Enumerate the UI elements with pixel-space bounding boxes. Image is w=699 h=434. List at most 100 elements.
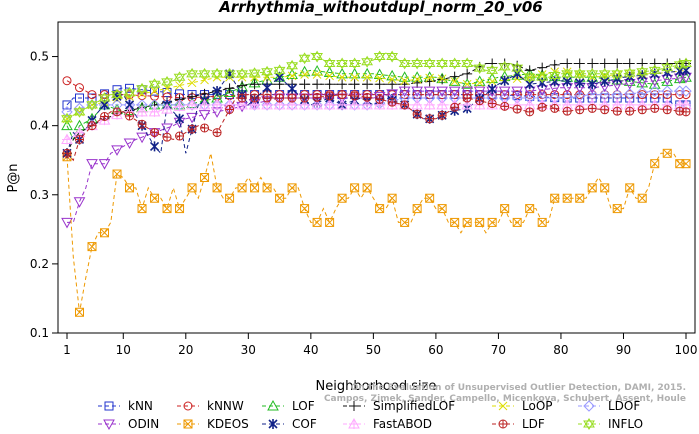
point-odin — [86, 159, 98, 170]
point-kdeos — [637, 193, 647, 203]
point-knnw — [637, 90, 647, 100]
point-fastabod — [348, 98, 361, 110]
point-ldf — [325, 91, 335, 101]
point-kdeos — [525, 204, 535, 214]
chart-title: Arrhythmia_withoutdupl_norm_20_v06 — [218, 0, 542, 16]
point-ldf — [275, 93, 285, 103]
point-inflo — [423, 57, 436, 70]
point-odin — [61, 217, 73, 229]
point-ldf — [625, 106, 635, 116]
point-fastabod — [323, 98, 336, 110]
point-fastabod — [336, 98, 348, 110]
point-ldf — [475, 96, 485, 106]
point-inflo — [398, 57, 411, 70]
point-fastabod — [136, 105, 148, 117]
point-knnw — [681, 90, 691, 100]
point-ldf — [600, 105, 610, 115]
point-kdeos — [437, 204, 447, 214]
point-cof — [262, 82, 272, 93]
point-knnw — [587, 90, 597, 100]
legend-marker-inflo — [583, 418, 595, 430]
point-simplifiedlof — [624, 58, 635, 69]
point-lof — [461, 78, 474, 89]
legend-marker-odin — [103, 419, 115, 431]
legend-marker-knn — [104, 401, 114, 411]
point-inflo — [86, 98, 98, 111]
point-simplifiedlof — [337, 79, 348, 90]
point-ldf — [262, 93, 272, 103]
y-tick-label: 0.4 — [30, 119, 49, 133]
point-loop — [362, 72, 372, 82]
point-inflo — [473, 62, 486, 75]
point-inflo — [648, 64, 661, 77]
point-ldf — [681, 107, 691, 117]
point-inflo — [411, 57, 424, 70]
point-inflo — [598, 67, 611, 80]
point-ldf — [187, 124, 197, 134]
point-kdeos — [112, 169, 122, 179]
point-loop — [475, 78, 485, 88]
point-inflo — [223, 67, 236, 80]
point-ldf — [125, 111, 135, 121]
legend: kNN kNNW LOF SimplifiedLOF LoOP LDOF ODIN KDEOS… — [98, 399, 643, 431]
x-tick-label: 20 — [178, 343, 193, 357]
series-layer — [61, 50, 692, 317]
point-inflo — [136, 82, 148, 95]
point-knnw — [400, 90, 410, 100]
point-knnw — [437, 90, 447, 100]
point-loop — [312, 70, 322, 79]
point-loop — [350, 72, 359, 82]
point-inflo — [680, 57, 692, 70]
point-inflo — [548, 69, 561, 82]
x-tick-label: 1 — [63, 343, 71, 357]
point-simplifiedlof — [549, 59, 560, 70]
point-loop — [437, 74, 447, 84]
point-knnw — [450, 90, 460, 100]
x-tick-label: 10 — [116, 343, 131, 357]
point-ldf — [437, 110, 447, 120]
point-knnw — [412, 90, 422, 100]
point-ldf — [562, 106, 572, 116]
point-ldf — [587, 103, 597, 113]
point-knnw — [500, 90, 510, 100]
y-tick-label: 0.3 — [30, 188, 49, 202]
credit-line-2: On the Evaluation of Unsupervised Outlie… — [351, 383, 686, 393]
point-lof — [486, 72, 499, 84]
point-kdeos — [475, 217, 485, 227]
x-tick-label: 80 — [553, 343, 568, 357]
point-kdeos — [562, 193, 572, 203]
point-kdeos — [137, 204, 147, 214]
legend-item-knnw: kNNW — [177, 399, 244, 413]
legend-marker-loop — [498, 401, 508, 411]
point-cof — [275, 72, 285, 83]
point-inflo — [236, 67, 248, 80]
point-kdeos — [650, 159, 660, 169]
legend-label: kNN — [128, 399, 153, 413]
legend-marker-lof — [267, 399, 279, 411]
point-simplifiedlof — [649, 58, 660, 69]
point-ldof — [73, 102, 86, 115]
point-fastabod — [211, 98, 223, 110]
point-simplifiedlof — [362, 79, 373, 90]
point-inflo — [98, 92, 111, 104]
point-inflo — [573, 67, 586, 80]
point-lof — [61, 119, 73, 131]
legend-label: ODIN — [128, 417, 159, 431]
point-simplifiedlof — [324, 79, 335, 90]
legend-item-ldf: LDF — [492, 417, 545, 431]
point-kdeos — [250, 183, 260, 193]
point-kdeos — [287, 183, 297, 193]
point-ldf — [250, 93, 260, 103]
point-ldf — [200, 123, 210, 133]
legend-item-cof: COF — [262, 417, 317, 431]
point-inflo — [623, 67, 636, 80]
point-fastabod — [436, 98, 449, 110]
point-loop — [175, 81, 184, 90]
legend-label: LOF — [292, 399, 315, 413]
point-ldf — [62, 148, 72, 158]
point-ldof — [649, 85, 661, 97]
legend-item-odin: ODIN — [98, 417, 159, 431]
legend-label: LDOF — [608, 399, 640, 413]
point-ldf — [225, 105, 235, 115]
point-loop — [200, 75, 209, 85]
